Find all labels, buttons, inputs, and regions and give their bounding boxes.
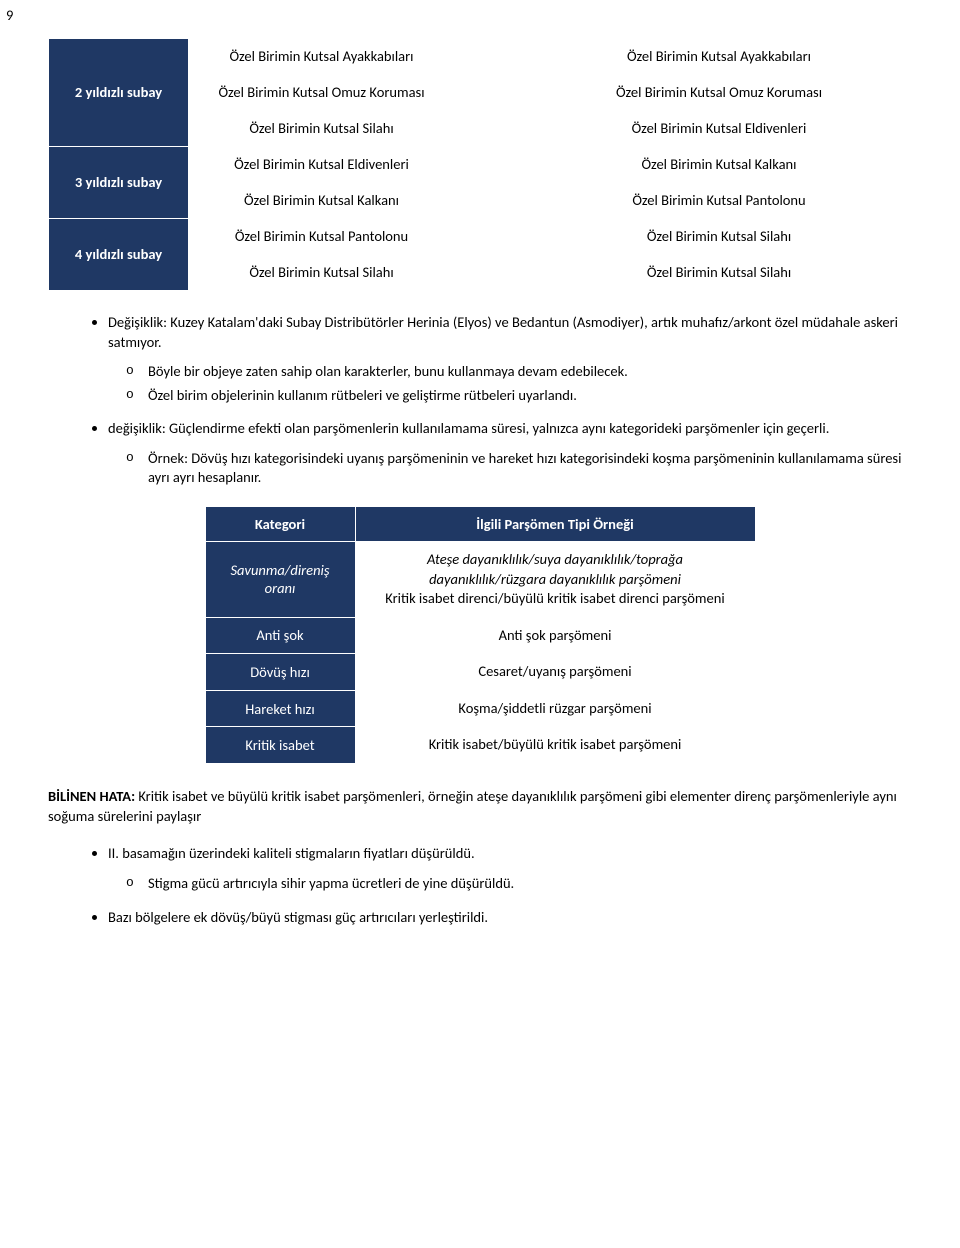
cell: Özel Birimin Kutsal Omuz Koruması [207,75,437,111]
cat-value: Kritik isabet/büyülü kritik isabet parşö… [355,727,755,764]
cell: Özel Birimin Kutsal Kalkanı [207,183,437,219]
sub-item: Böyle bir objeye zaten sahip olan karakt… [148,362,912,382]
category-table: Kategori İlgili Parşömen Tipi Örneği Sav… [205,506,756,764]
cat-label: Dövüş hızı [205,654,355,691]
page-content: 2 yıldızlı subay Özel Birimin Kutsal Aya… [0,0,960,983]
rank-label-3: 3 yıldızlı subay [49,147,189,219]
bullet-item: II. basamağın üzerindeki kaliteli stigma… [108,844,912,893]
cat-header-right: İlgili Parşömen Tipi Örneği [355,506,755,541]
bullet-list-1: Değişiklik: Kuzey Katalam'daki Subay Dis… [48,313,912,488]
bullet-text: Bazı bölgelere ek dövüş/büyü stigması gü… [108,908,488,926]
spacer [437,219,527,291]
cat-label: Hareket hızı [205,690,355,727]
category-table-wrapper: Kategori İlgili Parşömen Tipi Örneği Sav… [48,506,912,764]
cell: Özel Birimin Kutsal Silahı [207,255,437,291]
cell: Özel Birimin Kutsal Ayakkabıları [527,39,912,75]
cat-value: Koşma/şiddetli rüzgar parşömeni [355,690,755,727]
sub-item: Örnek: Dövüş hızı kategorisindeki uyanış… [148,449,912,488]
cell: Özel Birimin Kutsal Pantolonu [527,183,912,219]
known-error-text: Kritik isabet ve büyülü kritik isabet pa… [48,787,897,825]
sub-item: Özel birim objelerinin kullanım rütbeler… [148,386,912,406]
sub-list: Örnek: Dövüş hızı kategorisindeki uyanış… [108,449,912,488]
cat-label: Anti şok [205,617,355,654]
cell: Özel Birimin Kutsal Ayakkabıları [207,39,437,75]
cell: Özel Birimin Kutsal Pantolonu [207,219,437,255]
cat-value: Cesaret/uyanış parşömeni [355,654,755,691]
bullet-item: değişiklik: Güçlendirme efekti olan parş… [108,419,912,488]
cell: Özel Birimin Kutsal Silahı [527,219,912,255]
sub-item: Stigma gücü artırıcıyla sihir yapma ücre… [148,874,912,894]
bullet-list-2: II. basamağın üzerindeki kaliteli stigma… [48,844,912,927]
cell: Özel Birimin Kutsal Eldivenleri [527,111,912,147]
cat-value-line: Ateşe dayanıklılık/suya dayanıklılık/top… [427,550,683,588]
bullet-item: Değişiklik: Kuzey Katalam'daki Subay Dis… [108,313,912,405]
spacer [189,147,207,219]
bullet-text: II. basamağın üzerindeki kaliteli stigma… [108,844,475,862]
cat-label-text: Savunma/direniş oranı [230,561,329,597]
known-error-prefix: BİLİNEN HATA: [48,787,135,805]
cell: Özel Birimin Kutsal Kalkanı [527,147,912,183]
sub-list: Böyle bir objeye zaten sahip olan karakt… [108,362,912,405]
cat-value: Anti şok parşömeni [355,617,755,654]
cell: Özel Birimin Kutsal Silahı [527,255,912,291]
cat-label: Kritik isabet [205,727,355,764]
cell: Özel Birimin Kutsal Eldivenleri [207,147,437,183]
cat-value-line: Kritik isabet direnci/büyülü kritik isab… [370,589,741,609]
cat-label: Savunma/direniş oranı [205,541,355,617]
rank-label-2: 2 yıldızlı subay [49,39,189,147]
spacer [437,39,527,147]
spacer [189,219,207,291]
cell: Özel Birimin Kutsal Silahı [207,111,437,147]
bullet-text: değişiklik: Güçlendirme efekti olan parş… [108,419,829,437]
cat-value: Ateşe dayanıklılık/suya dayanıklılık/top… [355,541,755,617]
bullet-text: Değişiklik: Kuzey Katalam'daki Subay Dis… [108,313,898,351]
known-error: BİLİNEN HATA: Kritik isabet ve büyülü kr… [48,786,912,827]
cat-header-left: Kategori [205,506,355,541]
equipment-table: 2 yıldızlı subay Özel Birimin Kutsal Aya… [48,38,912,291]
cell: Özel Birimin Kutsal Omuz Koruması [527,75,912,111]
sub-list: Stigma gücü artırıcıyla sihir yapma ücre… [108,874,912,894]
rank-label-4: 4 yıldızlı subay [49,219,189,291]
bullet-item: Bazı bölgelere ek dövüş/büyü stigması gü… [108,908,912,928]
page-number: 9 [6,6,13,24]
spacer [437,147,527,219]
spacer [189,39,207,147]
